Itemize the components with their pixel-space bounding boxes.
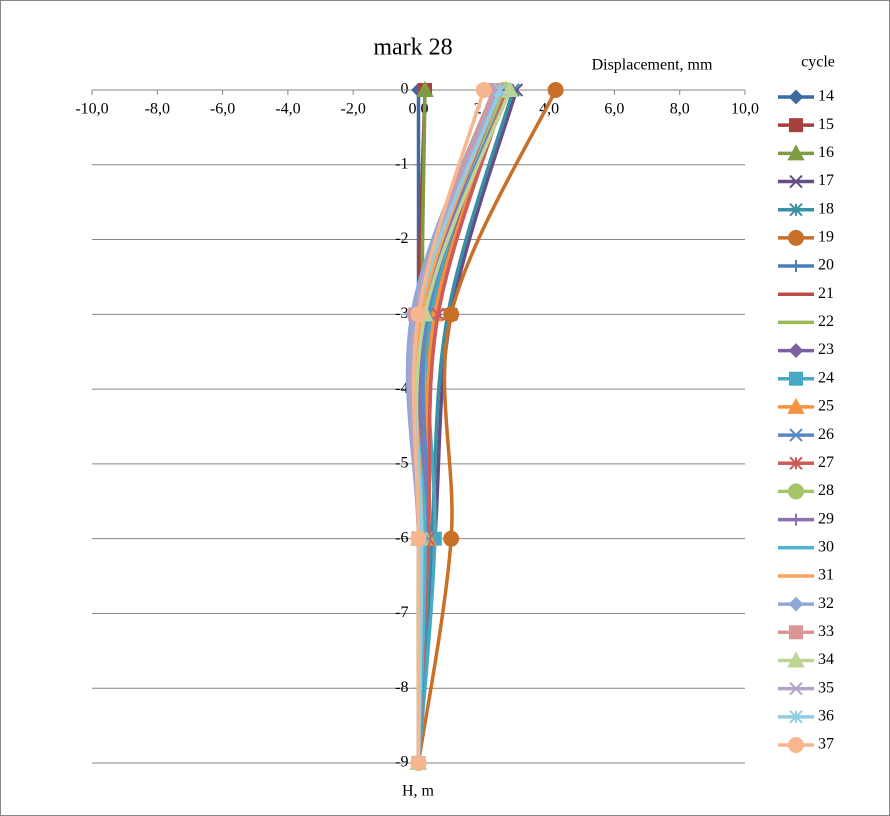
y-tick-label: -1 bbox=[395, 155, 408, 172]
legend-label: 31 bbox=[818, 567, 834, 584]
y-tick-label: 0 bbox=[401, 81, 409, 98]
legend-label: 19 bbox=[818, 229, 834, 246]
legend-label: 23 bbox=[818, 341, 834, 358]
x-tick-label: 6,0 bbox=[604, 101, 624, 118]
x-tick-label: -2,0 bbox=[341, 101, 366, 118]
legend-label: 36 bbox=[818, 707, 834, 724]
legend-label: 37 bbox=[818, 736, 834, 753]
y-tick-label: -6 bbox=[395, 529, 408, 546]
marker bbox=[789, 428, 803, 442]
y-tick-label: -9 bbox=[395, 754, 408, 771]
legend-label: 30 bbox=[818, 538, 834, 555]
legend-label: 27 bbox=[818, 454, 834, 471]
marker bbox=[788, 343, 804, 358]
y-axis-title: H, m bbox=[402, 783, 435, 800]
chart-title: mark 28 bbox=[373, 35, 452, 61]
marker bbox=[789, 456, 803, 470]
marker bbox=[789, 118, 803, 133]
legend-label: 35 bbox=[818, 679, 834, 696]
legend-label: 22 bbox=[818, 313, 834, 330]
marker bbox=[443, 306, 460, 323]
legend-label: 29 bbox=[818, 510, 834, 527]
legend-label: 16 bbox=[818, 144, 834, 161]
y-tick-label: -7 bbox=[395, 604, 408, 621]
marker bbox=[787, 144, 805, 161]
legend-title: cycle bbox=[801, 54, 835, 71]
marker bbox=[547, 82, 564, 98]
marker bbox=[443, 530, 460, 547]
marker bbox=[789, 681, 803, 696]
marker bbox=[788, 737, 804, 753]
marker bbox=[788, 483, 804, 500]
marker bbox=[410, 306, 427, 323]
legend-label: 25 bbox=[818, 398, 834, 415]
legend-label: 26 bbox=[818, 426, 834, 443]
marker bbox=[789, 710, 803, 724]
legend-label: 28 bbox=[818, 482, 834, 499]
legend-label: 17 bbox=[818, 172, 834, 189]
x-tick-label: 10,0 bbox=[731, 101, 759, 118]
y-tick-label: -4 bbox=[395, 380, 408, 397]
marker bbox=[431, 307, 445, 322]
legend-label: 34 bbox=[818, 651, 834, 668]
series-line bbox=[416, 89, 558, 764]
legend-label: 15 bbox=[818, 116, 834, 133]
marker bbox=[493, 83, 507, 97]
marker bbox=[789, 625, 803, 640]
marker bbox=[789, 174, 803, 189]
legend-label: 18 bbox=[818, 200, 834, 217]
marker bbox=[788, 229, 804, 246]
y-tick-label: -8 bbox=[395, 679, 408, 696]
marker bbox=[790, 513, 802, 526]
marker bbox=[416, 80, 434, 97]
x-tick-label: -6,0 bbox=[210, 101, 235, 118]
legend-label: 14 bbox=[818, 88, 834, 105]
legend-label: 32 bbox=[818, 595, 834, 612]
y-tick-label: -5 bbox=[395, 455, 408, 472]
legend-label: 33 bbox=[818, 623, 834, 640]
legend-label: 21 bbox=[818, 285, 834, 302]
x-tick-label: -8,0 bbox=[145, 101, 170, 118]
marker bbox=[410, 530, 427, 547]
legend-label: 20 bbox=[818, 257, 834, 274]
x-tick-label: 8,0 bbox=[670, 101, 690, 118]
marker bbox=[788, 596, 804, 612]
series-line bbox=[411, 89, 486, 763]
marker bbox=[789, 202, 803, 217]
marker bbox=[501, 80, 519, 97]
legend-label: 24 bbox=[818, 369, 834, 386]
x-tick-label: -4,0 bbox=[275, 101, 300, 118]
x-axis-title: Displacement, mm bbox=[592, 57, 713, 74]
marker bbox=[789, 371, 803, 386]
marker bbox=[475, 82, 492, 98]
y-tick-label: -3 bbox=[395, 305, 408, 322]
x-tick-label: -10,0 bbox=[75, 101, 108, 118]
marker bbox=[410, 755, 427, 771]
marker bbox=[788, 89, 804, 105]
marker bbox=[787, 651, 805, 668]
marker bbox=[787, 397, 805, 414]
y-tick-label: -2 bbox=[395, 230, 408, 247]
marker bbox=[790, 260, 802, 273]
